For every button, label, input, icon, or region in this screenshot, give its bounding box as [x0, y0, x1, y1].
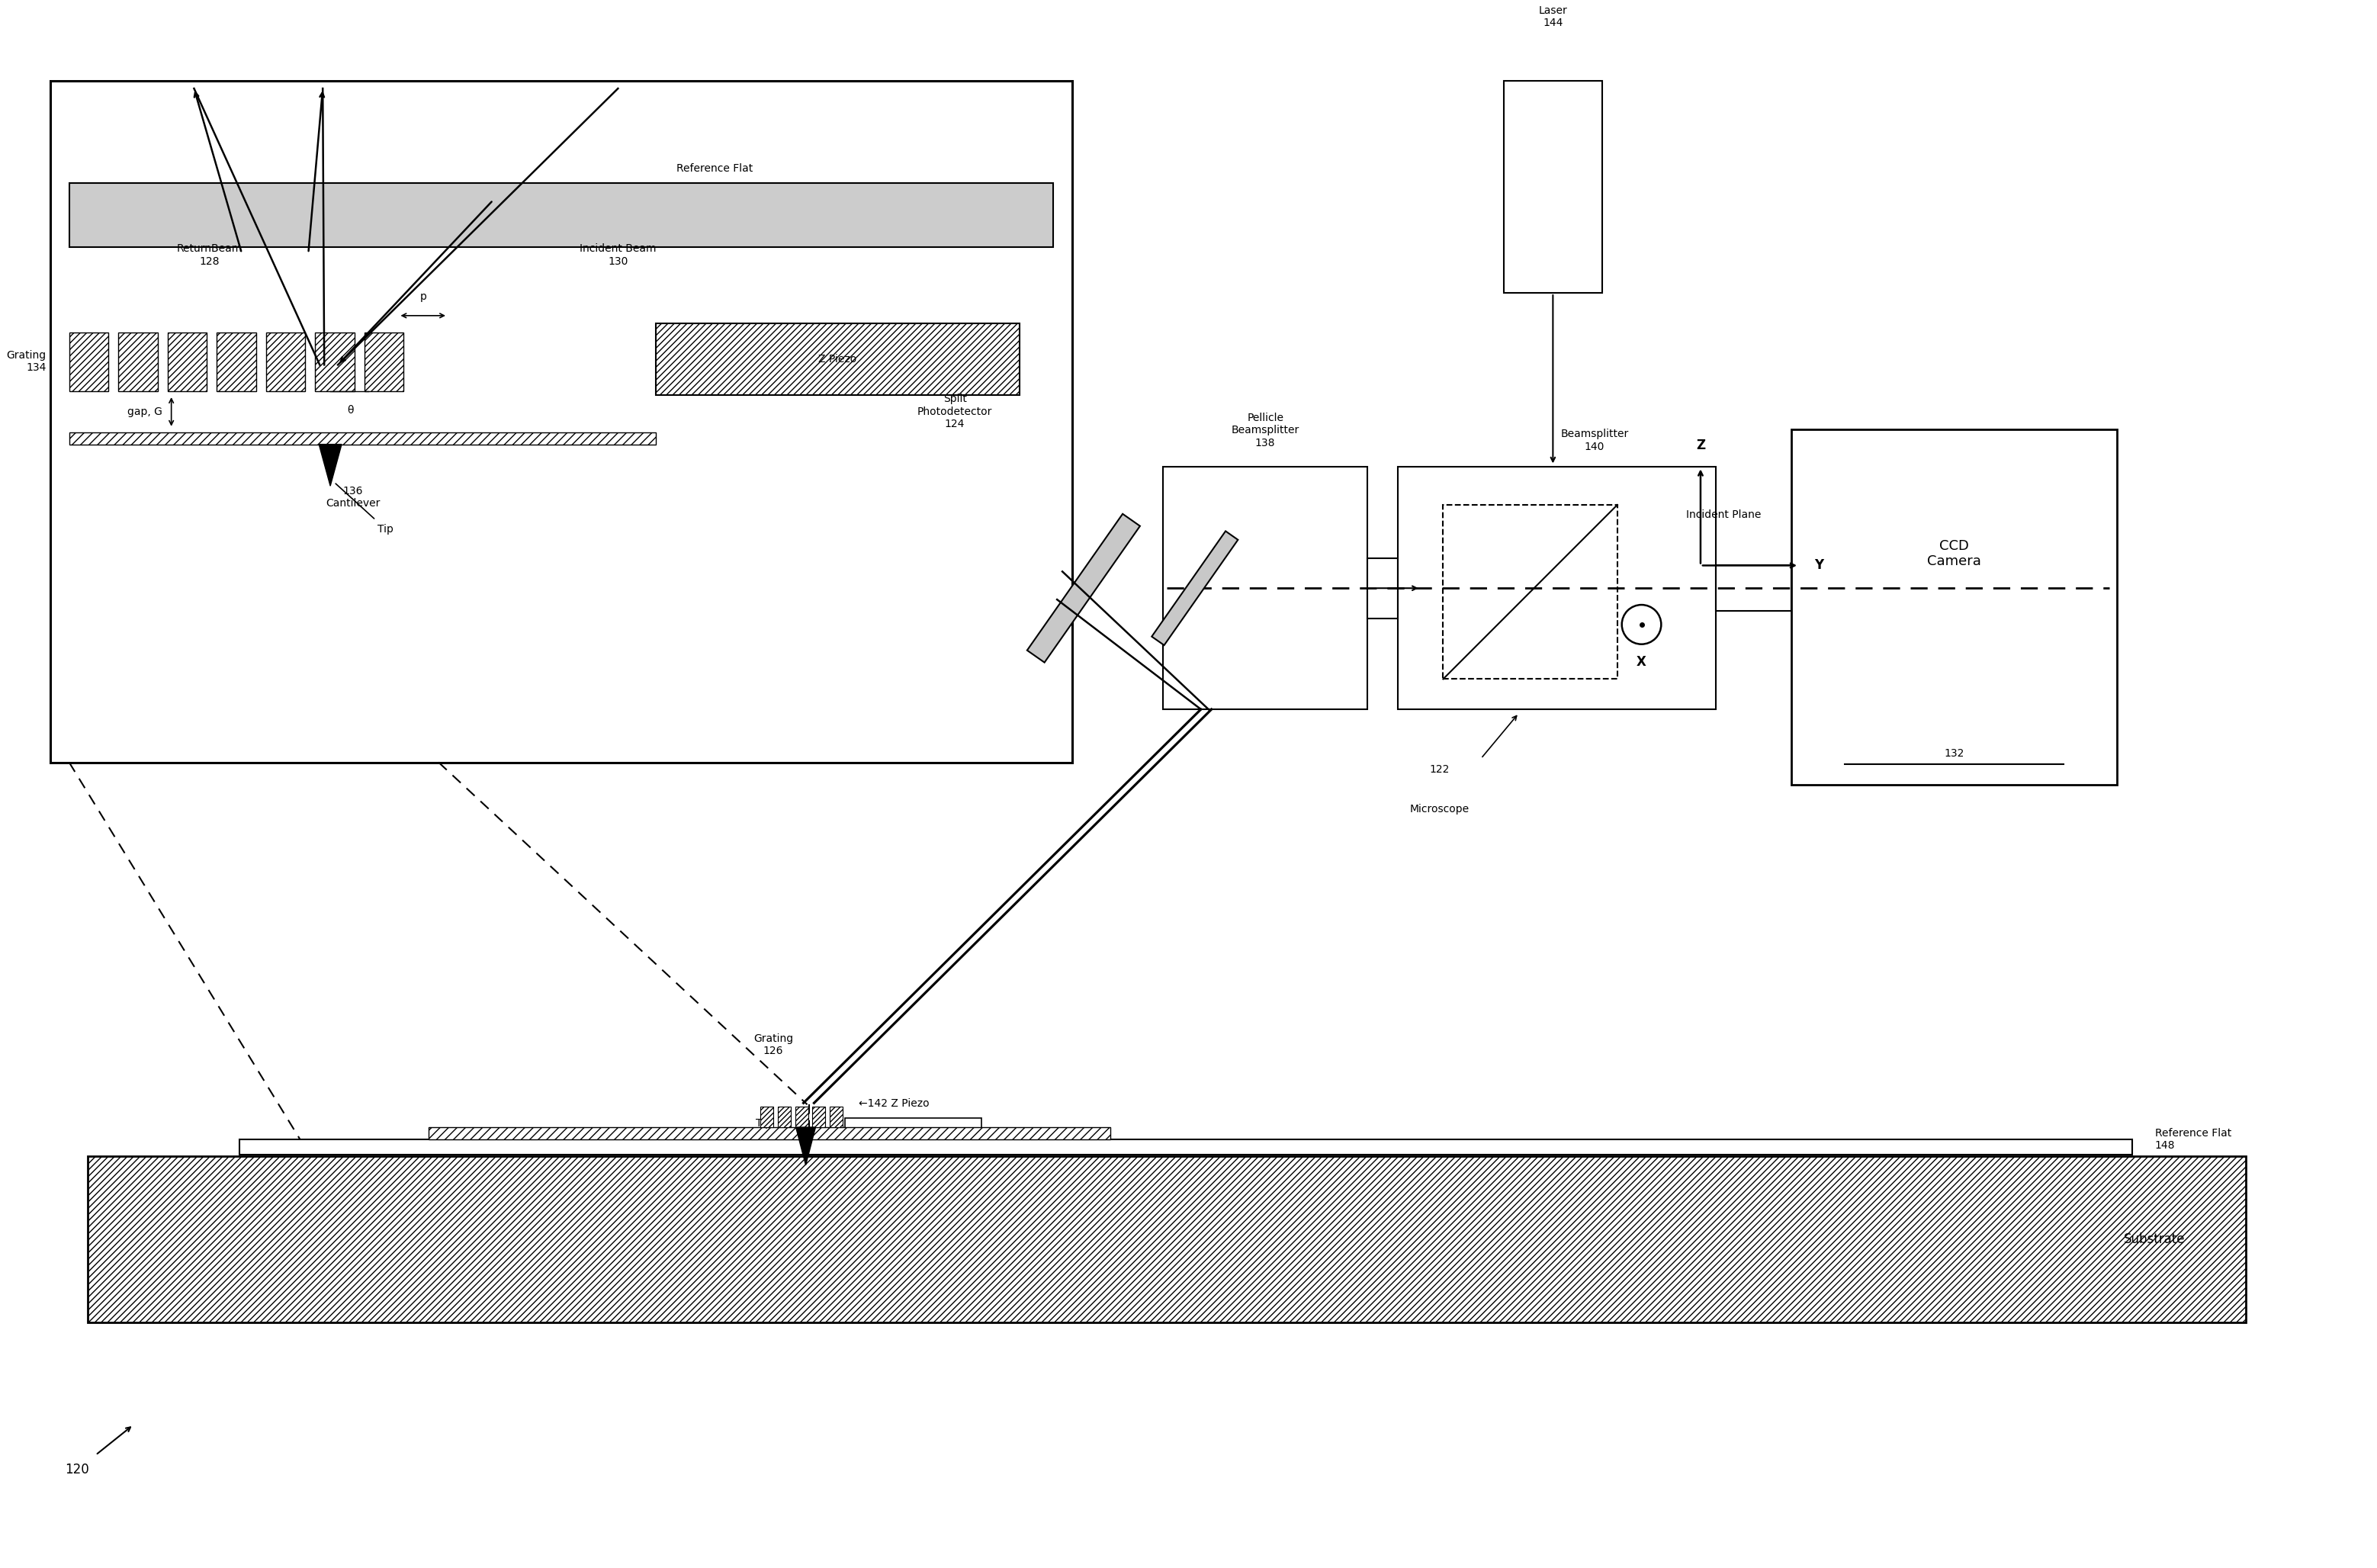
Bar — [1398, 467, 1716, 709]
Text: ←142 Z Piezo: ←142 Z Piezo — [858, 1098, 929, 1109]
Bar — [796, 1107, 808, 1127]
Text: Z Piezo: Z Piezo — [818, 354, 856, 364]
Bar — [1505, 82, 1602, 293]
Polygon shape — [796, 1127, 815, 1165]
Text: Substrate: Substrate — [2123, 1232, 2184, 1247]
Text: 136
Cantilever: 136 Cantilever — [326, 486, 380, 510]
Text: Tip: Tip — [756, 1118, 773, 1129]
Bar — [846, 1118, 982, 1140]
Text: CCD
Camera: CCD Camera — [1928, 539, 1980, 569]
Bar — [88, 1156, 2246, 1322]
Text: θ: θ — [347, 405, 354, 416]
Text: Grating
134: Grating 134 — [7, 350, 48, 373]
Bar — [1443, 505, 1616, 679]
Bar — [216, 332, 257, 392]
Polygon shape — [319, 444, 342, 486]
Bar — [240, 1140, 2132, 1154]
Bar — [1162, 467, 1367, 709]
Text: Z: Z — [1695, 437, 1704, 452]
Bar — [761, 1107, 773, 1127]
Text: Tip: Tip — [378, 524, 392, 535]
Text: Microscope: Microscope — [1410, 804, 1469, 815]
Bar — [69, 332, 109, 392]
Bar — [69, 183, 1053, 248]
Bar — [813, 1107, 825, 1127]
Bar — [830, 1107, 844, 1127]
Text: ReturnBeam
128: ReturnBeam 128 — [176, 243, 242, 267]
Bar — [166, 332, 207, 392]
Bar — [1027, 514, 1141, 662]
Bar — [1716, 566, 1792, 612]
Bar — [428, 1127, 1110, 1140]
Text: Beamsplitter
140: Beamsplitter 140 — [1562, 430, 1628, 452]
Text: 120: 120 — [64, 1463, 88, 1477]
Bar — [316, 332, 354, 392]
Bar — [1792, 430, 2118, 786]
Text: X: X — [1638, 655, 1647, 668]
Text: Incident Plane: Incident Plane — [1685, 510, 1761, 521]
Text: p: p — [421, 292, 425, 303]
Text: gap, G: gap, G — [128, 406, 162, 417]
Bar — [1153, 532, 1238, 644]
Text: Laser
144: Laser 144 — [1538, 5, 1566, 28]
Bar — [50, 82, 1072, 762]
Text: Reference Flat
148: Reference Flat 148 — [2156, 1127, 2232, 1151]
Text: Pellicle
Beamsplitter
138: Pellicle Beamsplitter 138 — [1231, 412, 1300, 448]
Text: 122: 122 — [1429, 764, 1450, 775]
Bar — [777, 1107, 792, 1127]
Bar — [1367, 558, 1398, 618]
Text: Split
Photodetector
124: Split Photodetector 124 — [918, 394, 991, 430]
Bar — [656, 323, 1020, 395]
Bar — [69, 433, 656, 444]
Text: Grating
126: Grating 126 — [754, 1033, 794, 1057]
Bar — [266, 332, 304, 392]
Text: 132: 132 — [1944, 748, 1963, 759]
Text: Incident Beam
130: Incident Beam 130 — [580, 243, 656, 267]
Text: Reference Flat: Reference Flat — [677, 163, 754, 174]
Bar — [364, 332, 404, 392]
Bar — [119, 332, 157, 392]
Text: Y: Y — [1814, 558, 1823, 572]
